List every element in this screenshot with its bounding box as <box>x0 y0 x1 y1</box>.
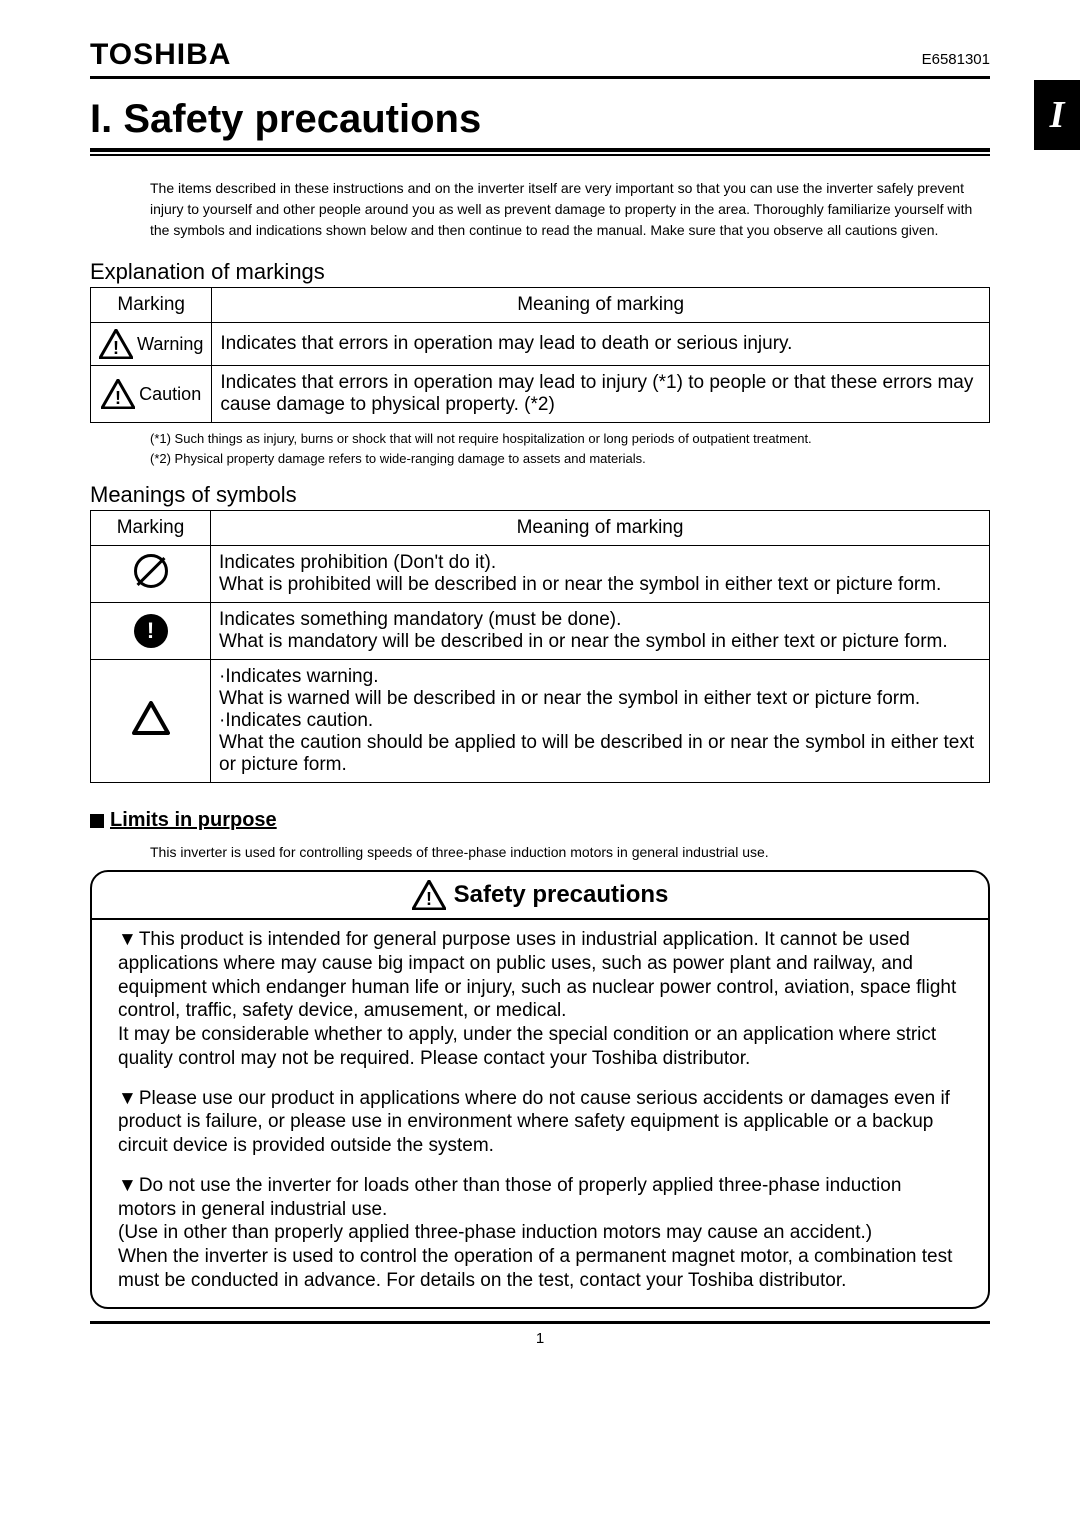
limits-usage-note: This inverter is used for controlling sp… <box>150 844 990 860</box>
safety-box-body: This product is intended for general pur… <box>92 920 988 1307</box>
markings-col2: Meaning of marking <box>212 288 990 323</box>
footnote-1: (*1) Such things as injury, burns or sho… <box>150 429 990 449</box>
warning-symbol-meaning: ·Indicates warning. What is warned will … <box>211 660 990 783</box>
markings-footnotes: (*1) Such things as injury, burns or sho… <box>150 429 990 468</box>
safety-paragraph-1: This product is intended for general pur… <box>118 928 962 1071</box>
markings-table: Marking Meaning of marking ! Warning Ind… <box>90 287 990 423</box>
warning-symbol-icon <box>132 701 170 741</box>
mandatory-meaning: Indicates something mandatory (must be d… <box>211 603 990 660</box>
safety-paragraph-2: Please use our product in applications w… <box>118 1087 962 1158</box>
warning-label: Warning <box>137 334 203 355</box>
title-rule-1 <box>90 148 990 152</box>
caution-marking-cell: ! Caution <box>91 366 212 423</box>
svg-text:!: ! <box>115 388 121 408</box>
markings-header-row: Marking Meaning of marking <box>91 288 990 323</box>
markings-col1: Marking <box>91 288 212 323</box>
prohibition-icon <box>134 554 168 588</box>
safety-paragraph-3: Do not use the inverter for loads other … <box>118 1174 962 1293</box>
symbols-table: Marking Meaning of marking Indicates pro… <box>90 510 990 783</box>
safety-box-title-row: ! Safety precautions <box>92 872 988 920</box>
warning-meaning: Indicates that errors in operation may l… <box>212 323 990 366</box>
markings-row-caution: ! Caution Indicates that errors in opera… <box>91 366 990 423</box>
square-bullet-icon <box>90 814 104 828</box>
mandatory-icon: ! <box>134 614 168 648</box>
symbols-header-row: Marking Meaning of marking <box>91 511 990 546</box>
header-divider <box>90 76 990 79</box>
title-row: I. Safety precautions <box>90 97 990 142</box>
markings-heading: Explanation of markings <box>90 259 990 285</box>
section-tab: I <box>1034 80 1080 150</box>
symbols-heading: Meanings of symbols <box>90 482 990 508</box>
safety-box-title: Safety precautions <box>454 881 669 909</box>
caution-triangle-icon: ! <box>101 379 135 409</box>
safety-title-icon: ! <box>412 880 446 910</box>
page-number: 1 <box>90 1330 990 1347</box>
symbols-col1: Marking <box>91 511 211 546</box>
page-title: I. Safety precautions <box>90 97 481 142</box>
symbols-col2: Meaning of marking <box>211 511 990 546</box>
intro-paragraph: The items described in these instruction… <box>150 178 990 241</box>
document-number: E6581301 <box>922 51 990 68</box>
prohibition-meaning: Indicates prohibition (Don't do it). Wha… <box>211 546 990 603</box>
symbols-row-warning: ·Indicates warning. What is warned will … <box>91 660 990 783</box>
svg-text:!: ! <box>426 889 432 909</box>
symbols-row-prohibition: Indicates prohibition (Don't do it). Wha… <box>91 546 990 603</box>
title-rule-2 <box>90 154 990 156</box>
brand-logo: TOSHIBA <box>90 38 231 72</box>
safety-precautions-box: ! Safety precautions This product is int… <box>90 870 990 1309</box>
warning-triangle-icon: ! <box>99 329 133 359</box>
footer-divider <box>90 1321 990 1324</box>
markings-row-warning: ! Warning Indicates that errors in opera… <box>91 323 990 366</box>
prohibition-icon-cell <box>91 546 211 603</box>
caution-meaning: Indicates that errors in operation may l… <box>212 366 990 423</box>
symbols-row-mandatory: ! Indicates something mandatory (must be… <box>91 603 990 660</box>
caution-label: Caution <box>139 384 201 405</box>
limits-heading-text: Limits in purpose <box>110 809 277 832</box>
mandatory-icon-cell: ! <box>91 603 211 660</box>
limits-heading: Limits in purpose <box>90 809 990 832</box>
header-row: TOSHIBA E6581301 <box>90 38 990 72</box>
warning-marking-cell: ! Warning <box>91 323 212 366</box>
warning-icon-cell <box>91 660 211 783</box>
svg-text:!: ! <box>113 338 119 358</box>
footnote-2: (*2) Physical property damage refers to … <box>150 449 990 469</box>
